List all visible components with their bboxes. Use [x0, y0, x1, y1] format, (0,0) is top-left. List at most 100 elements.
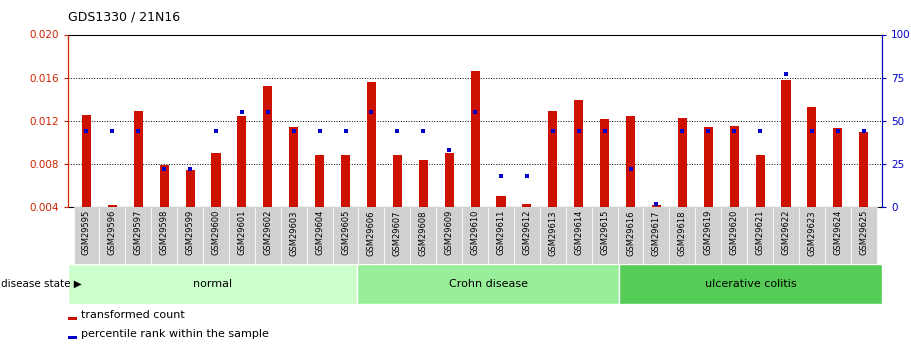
Bar: [773, 207, 799, 267]
Bar: [436, 207, 462, 267]
Bar: [159, 165, 169, 207]
Point: [779, 71, 793, 77]
Bar: [134, 110, 143, 207]
Bar: [211, 153, 220, 207]
Bar: [782, 80, 791, 207]
Bar: [203, 207, 229, 267]
Bar: [341, 155, 350, 207]
Point: [598, 128, 612, 134]
Point: [494, 173, 508, 179]
Bar: [315, 155, 324, 207]
Text: GSM29598: GSM29598: [159, 210, 169, 255]
Point: [442, 147, 456, 153]
Point: [752, 128, 767, 134]
Bar: [462, 207, 488, 267]
Bar: [151, 207, 177, 267]
Point: [364, 109, 379, 115]
Text: transformed count: transformed count: [81, 310, 185, 320]
Text: normal: normal: [193, 279, 232, 289]
Text: GSM29617: GSM29617: [652, 210, 661, 256]
Text: GSM29622: GSM29622: [782, 210, 791, 255]
Bar: [289, 127, 298, 207]
Text: GSM29614: GSM29614: [574, 210, 583, 255]
Text: GSM29602: GSM29602: [263, 210, 272, 255]
Bar: [307, 207, 333, 267]
Point: [261, 109, 275, 115]
Text: GSM29600: GSM29600: [211, 210, 220, 255]
Bar: [566, 207, 591, 267]
Text: GSM29616: GSM29616: [626, 210, 635, 256]
Point: [546, 128, 560, 134]
Bar: [670, 207, 695, 267]
Text: GSM29609: GSM29609: [445, 210, 454, 255]
Point: [183, 166, 198, 172]
Point: [105, 128, 119, 134]
Bar: [548, 110, 558, 207]
Bar: [255, 207, 281, 267]
Text: GSM29596: GSM29596: [107, 210, 117, 255]
Bar: [514, 207, 540, 267]
Bar: [626, 116, 635, 207]
Bar: [263, 86, 272, 207]
Text: GSM29608: GSM29608: [419, 210, 428, 256]
Bar: [419, 160, 428, 207]
Point: [338, 128, 353, 134]
Point: [416, 128, 431, 134]
Text: GSM29618: GSM29618: [678, 210, 687, 256]
Bar: [540, 207, 566, 267]
Text: GSM29621: GSM29621: [755, 210, 764, 255]
Bar: [333, 207, 359, 267]
Bar: [393, 155, 402, 207]
Point: [209, 128, 223, 134]
Bar: [68, 264, 357, 304]
Text: GSM29612: GSM29612: [522, 210, 531, 255]
Text: disease state ▶: disease state ▶: [1, 279, 82, 289]
Text: Crohn disease: Crohn disease: [449, 279, 527, 289]
Point: [831, 128, 845, 134]
Point: [79, 128, 94, 134]
Text: GSM29624: GSM29624: [834, 210, 843, 255]
Bar: [99, 207, 126, 267]
Bar: [834, 128, 843, 207]
Point: [390, 128, 404, 134]
Bar: [126, 207, 151, 267]
Bar: [68, 336, 77, 339]
Text: GSM29604: GSM29604: [315, 210, 324, 255]
Point: [856, 128, 871, 134]
Point: [623, 166, 638, 172]
Text: GSM29619: GSM29619: [704, 210, 712, 255]
Bar: [799, 207, 824, 267]
Bar: [747, 207, 773, 267]
Text: GSM29613: GSM29613: [548, 210, 558, 256]
Bar: [851, 207, 876, 267]
Text: GSM29623: GSM29623: [807, 210, 816, 256]
Text: GSM29605: GSM29605: [341, 210, 350, 255]
Point: [468, 109, 483, 115]
Text: GSM29603: GSM29603: [289, 210, 298, 256]
Bar: [730, 126, 739, 207]
Bar: [618, 207, 643, 267]
Bar: [186, 170, 195, 207]
Bar: [591, 207, 618, 267]
Bar: [703, 127, 712, 207]
Bar: [471, 71, 479, 207]
Text: GSM29595: GSM29595: [82, 210, 91, 255]
Text: GSM29599: GSM29599: [186, 210, 195, 255]
Bar: [74, 207, 99, 267]
Bar: [824, 207, 851, 267]
Bar: [488, 207, 514, 267]
Bar: [755, 155, 764, 207]
Bar: [678, 118, 687, 207]
Point: [131, 128, 146, 134]
Point: [571, 128, 586, 134]
Text: percentile rank within the sample: percentile rank within the sample: [81, 329, 269, 339]
Text: GDS1330 / 21N16: GDS1330 / 21N16: [68, 10, 180, 23]
Bar: [496, 196, 506, 207]
Text: GSM29607: GSM29607: [393, 210, 402, 256]
Bar: [68, 317, 77, 320]
Bar: [384, 207, 410, 267]
Point: [675, 128, 690, 134]
Bar: [619, 264, 882, 304]
Bar: [367, 82, 376, 207]
Bar: [807, 107, 816, 207]
